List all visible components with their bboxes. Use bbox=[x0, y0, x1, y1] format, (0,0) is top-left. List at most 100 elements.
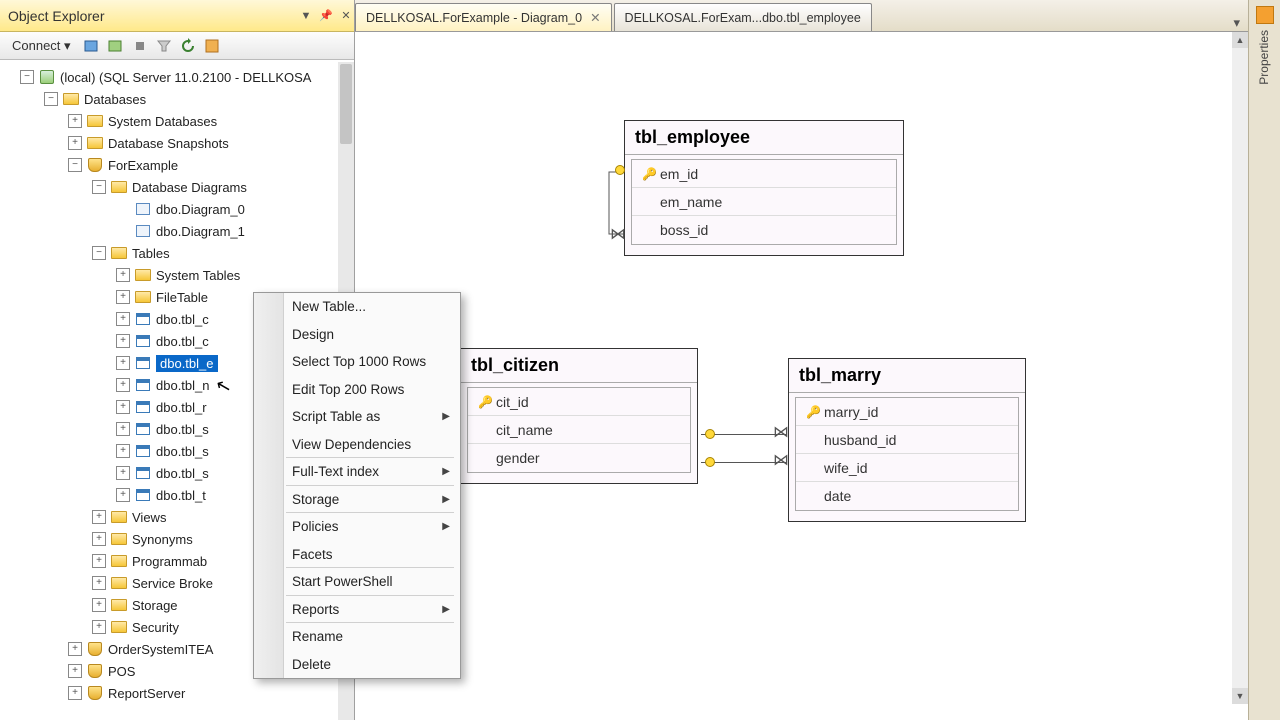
stop-icon[interactable] bbox=[131, 37, 149, 55]
explorer-toolbar: Connect ▾ bbox=[0, 32, 354, 60]
submenu-arrow-icon: ▶ bbox=[442, 466, 450, 477]
pin-icon[interactable]: 📌 bbox=[318, 9, 334, 22]
submenu-arrow-icon: ▶ bbox=[442, 521, 450, 532]
ctx-policies[interactable]: Policies▶ bbox=[254, 513, 460, 541]
tab-close-icon[interactable]: ✕ bbox=[590, 10, 600, 25]
expander-icon[interactable]: − bbox=[92, 180, 106, 194]
expander-icon[interactable]: − bbox=[68, 158, 82, 172]
entity-column[interactable]: 🔑cit_id bbox=[468, 388, 690, 416]
relation-connector-icon: ⋈ bbox=[773, 422, 789, 442]
expander-icon[interactable]: + bbox=[92, 598, 106, 612]
entity-column[interactable]: 🔑em_id bbox=[632, 160, 896, 188]
properties-icon bbox=[1256, 6, 1274, 24]
folder-icon bbox=[62, 91, 80, 107]
diagram-canvas[interactable]: ▲▼ tbl_employee🔑em_idem_nameboss_idtbl_c… bbox=[355, 32, 1248, 720]
expander-icon[interactable]: + bbox=[92, 532, 106, 546]
diagram-icon bbox=[134, 201, 152, 217]
canvas-scrollbar[interactable]: ▲▼ bbox=[1232, 32, 1248, 704]
expander-icon[interactable]: + bbox=[92, 620, 106, 634]
tab-diagram[interactable]: DELLKOSAL.ForExample - Diagram_0✕ bbox=[355, 3, 612, 31]
expander-icon[interactable]: − bbox=[20, 70, 34, 84]
tree-node-diag0[interactable]: dbo.Diagram_0 bbox=[0, 198, 354, 220]
column-name: cit_name bbox=[496, 422, 553, 438]
expander-icon[interactable]: + bbox=[116, 334, 130, 348]
expander-icon[interactable]: + bbox=[68, 664, 82, 678]
expander-icon[interactable]: + bbox=[116, 466, 130, 480]
tree-node-forexample[interactable]: −ForExample bbox=[0, 154, 354, 176]
database-icon bbox=[86, 663, 104, 679]
properties-label: Properties bbox=[1257, 30, 1271, 85]
refresh-icon[interactable] bbox=[179, 37, 197, 55]
entity-column[interactable]: 🔑marry_id bbox=[796, 398, 1018, 426]
toolbar-icon[interactable] bbox=[107, 37, 125, 55]
expander-icon[interactable]: + bbox=[116, 312, 130, 326]
ctx-storage[interactable]: Storage▶ bbox=[254, 486, 460, 514]
ctx-select-top[interactable]: Select Top 1000 Rows bbox=[254, 348, 460, 376]
expander-icon[interactable]: + bbox=[116, 356, 130, 370]
expander-icon[interactable]: + bbox=[68, 136, 82, 150]
entity-column[interactable]: cit_name bbox=[468, 416, 690, 444]
ctx-fulltext[interactable]: Full-Text index▶ bbox=[254, 458, 460, 486]
dropdown-icon[interactable]: ▼ bbox=[298, 10, 314, 22]
tab-table[interactable]: DELLKOSAL.ForExam...dbo.tbl_employee bbox=[614, 3, 872, 31]
database-icon bbox=[86, 157, 104, 173]
expander-icon[interactable]: + bbox=[116, 378, 130, 392]
filter-icon[interactable] bbox=[155, 37, 173, 55]
entity-column[interactable]: em_name bbox=[632, 188, 896, 216]
expander-icon[interactable]: − bbox=[44, 92, 58, 106]
entity-column[interactable]: husband_id bbox=[796, 426, 1018, 454]
entity-citizen[interactable]: tbl_citizen🔑cit_idcit_namegender bbox=[460, 348, 698, 484]
entity-column[interactable]: date bbox=[796, 482, 1018, 510]
ctx-delete[interactable]: Delete bbox=[254, 651, 460, 679]
entity-column[interactable]: gender bbox=[468, 444, 690, 472]
ctx-facets[interactable]: Facets bbox=[254, 541, 460, 569]
expander-icon[interactable]: + bbox=[68, 686, 82, 700]
key-icon: 🔑 bbox=[642, 167, 660, 181]
tree-node-databases[interactable]: −Databases bbox=[0, 88, 354, 110]
expander-icon[interactable]: + bbox=[92, 510, 106, 524]
expander-icon[interactable]: + bbox=[116, 488, 130, 502]
tree-node-diag1[interactable]: dbo.Diagram_1 bbox=[0, 220, 354, 242]
expander-icon[interactable]: + bbox=[116, 290, 130, 304]
tree-node-sysdbs[interactable]: +System Databases bbox=[0, 110, 354, 132]
tree-node-snapshots[interactable]: +Database Snapshots bbox=[0, 132, 354, 154]
expander-icon[interactable]: + bbox=[68, 642, 82, 656]
connect-button[interactable]: Connect ▾ bbox=[6, 36, 77, 56]
database-icon bbox=[86, 641, 104, 657]
folder-icon bbox=[110, 509, 128, 525]
tree-node-server[interactable]: −(local) (SQL Server 11.0.2100 - DELLKOS… bbox=[0, 66, 354, 88]
properties-sidebar[interactable]: Properties bbox=[1248, 0, 1280, 720]
tree-node-systables[interactable]: +System Tables bbox=[0, 264, 354, 286]
ctx-reports[interactable]: Reports▶ bbox=[254, 596, 460, 624]
entity-employee[interactable]: tbl_employee🔑em_idem_nameboss_id bbox=[624, 120, 904, 256]
folder-icon bbox=[134, 267, 152, 283]
ctx-powershell[interactable]: Start PowerShell bbox=[254, 568, 460, 596]
tree-node-reportserver[interactable]: +ReportServer bbox=[0, 682, 354, 704]
close-icon[interactable]: ✕ bbox=[338, 9, 354, 22]
expander-icon[interactable]: + bbox=[116, 268, 130, 282]
expander-icon[interactable]: − bbox=[92, 246, 106, 260]
tab-label: DELLKOSAL.ForExam...dbo.tbl_employee bbox=[625, 11, 861, 25]
expander-icon[interactable]: + bbox=[68, 114, 82, 128]
ctx-rename[interactable]: Rename bbox=[254, 623, 460, 651]
ctx-view-deps[interactable]: View Dependencies bbox=[254, 431, 460, 459]
table-icon bbox=[134, 465, 152, 481]
toolbar-icon[interactable] bbox=[203, 37, 221, 55]
entity-column[interactable]: wife_id bbox=[796, 454, 1018, 482]
tabs-dropdown-icon[interactable]: ▾ bbox=[1225, 15, 1248, 31]
folder-icon bbox=[110, 575, 128, 591]
tree-node-tables[interactable]: −Tables bbox=[0, 242, 354, 264]
ctx-script-table[interactable]: Script Table as▶ bbox=[254, 403, 460, 431]
expander-icon[interactable]: + bbox=[116, 444, 130, 458]
expander-icon[interactable]: + bbox=[92, 576, 106, 590]
expander-icon[interactable]: + bbox=[116, 400, 130, 414]
expander-icon[interactable]: + bbox=[92, 554, 106, 568]
entity-column[interactable]: boss_id bbox=[632, 216, 896, 244]
ctx-new-table[interactable]: New Table... bbox=[254, 293, 460, 321]
toolbar-icon[interactable] bbox=[83, 37, 101, 55]
entity-marry[interactable]: tbl_marry🔑marry_idhusband_idwife_iddate bbox=[788, 358, 1026, 522]
expander-icon[interactable]: + bbox=[116, 422, 130, 436]
ctx-design[interactable]: Design bbox=[254, 321, 460, 349]
ctx-edit-top[interactable]: Edit Top 200 Rows bbox=[254, 376, 460, 404]
tree-node-diagrams[interactable]: −Database Diagrams bbox=[0, 176, 354, 198]
